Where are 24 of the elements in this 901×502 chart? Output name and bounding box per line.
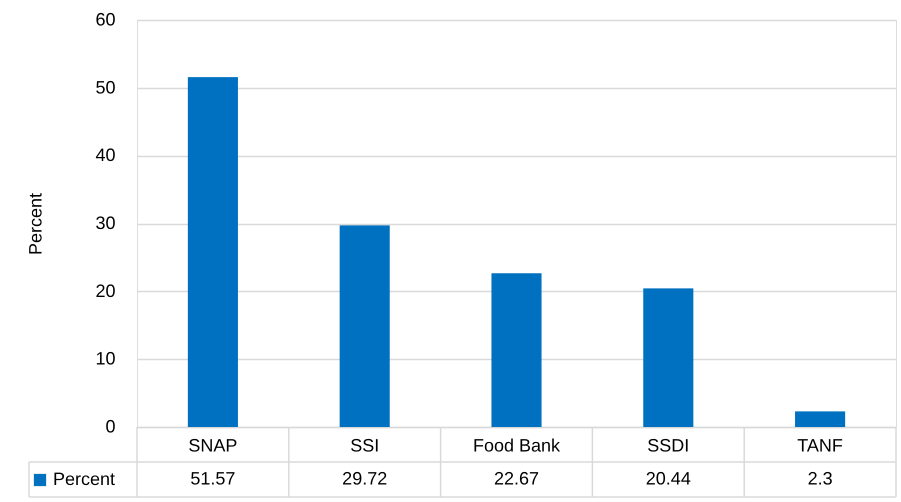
legend-label: Percent <box>53 469 116 489</box>
data-label: 20.44 <box>646 468 691 488</box>
y-tick-label: 50 <box>95 77 116 98</box>
bar <box>340 225 390 427</box>
data-label: 2.3 <box>808 468 833 488</box>
y-tick-label: 40 <box>95 145 116 166</box>
x-tick-label: SSDI <box>647 436 690 456</box>
y-tick-label: 0 <box>105 416 116 436</box>
bar <box>491 273 542 427</box>
y-tick-label: 60 <box>95 10 116 30</box>
data-label: 29.72 <box>342 468 388 488</box>
x-tick-label: SNAP <box>188 436 238 456</box>
x-tick-label: SSI <box>350 436 380 456</box>
bar <box>795 411 846 427</box>
data-label: 51.57 <box>190 468 236 488</box>
y-tick-label: 30 <box>95 213 116 233</box>
bar <box>188 77 238 427</box>
data-label: 22.67 <box>494 468 540 488</box>
y-tick-label: 20 <box>95 280 116 301</box>
x-tick-label: Food Bank <box>472 436 562 456</box>
bar <box>643 288 694 427</box>
y-tick-label: 10 <box>95 348 116 369</box>
y-axis-title: Percent <box>25 192 46 256</box>
x-tick-label: TANF <box>797 436 843 456</box>
